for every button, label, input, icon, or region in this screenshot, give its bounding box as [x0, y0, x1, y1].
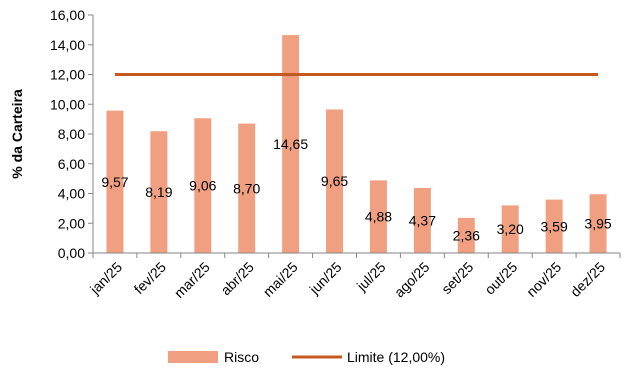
- bar-mai-25: [282, 35, 300, 253]
- y-tick-label: 16,00: [50, 7, 85, 23]
- legend: Risco Limite (12,00%): [168, 349, 445, 365]
- x-tick-label: mai/25: [260, 259, 301, 300]
- x-axis-ticks: jan/25 fev/25 mar/25 abr/25 mai/25 jun/25 jul/…: [86, 253, 621, 301]
- x-tick-label: jul/25: [353, 259, 389, 295]
- bar-mar-25: [194, 118, 212, 253]
- bar-out-25: [501, 205, 519, 253]
- data-label: 4,88: [365, 209, 392, 225]
- data-label: 4,37: [409, 212, 436, 228]
- data-label: 9,06: [189, 178, 216, 194]
- x-tick-label: ago/25: [391, 259, 433, 301]
- y-tick-label: 10,00: [50, 96, 85, 112]
- data-label: 3,59: [541, 218, 568, 234]
- data-labels: 9,57 8,19 9,06 8,70 14,65 9,65 4,88 4,37 2,36 3,2…: [101, 136, 612, 243]
- y-tick-label: 6,00: [58, 156, 85, 172]
- bar-set-25: [457, 217, 475, 253]
- legend-swatch-risco: [168, 351, 218, 363]
- x-tick-label: jan/25: [86, 259, 125, 298]
- y-tick-label: 14,00: [50, 37, 85, 53]
- x-tick-label: nov/25: [523, 259, 564, 300]
- legend-label-limite: Limite (12,00%): [347, 349, 445, 365]
- data-label: 9,65: [321, 173, 348, 189]
- data-label: 3,95: [584, 216, 611, 232]
- x-tick-label: fev/25: [131, 259, 169, 297]
- y-axis-ticks: 0,00 2,00 4,00 6,00 8,00 10,00 12,00 14,00 16,00: [50, 7, 93, 261]
- y-tick-label: 0,00: [58, 245, 85, 261]
- bar-abr-25: [238, 123, 256, 254]
- data-label: 8,19: [145, 184, 172, 200]
- y-tick-label: 8,00: [58, 126, 85, 142]
- bar-jul-25: [369, 180, 387, 253]
- legend-label-risco: Risco: [224, 349, 259, 365]
- bar-dez-25: [589, 194, 607, 253]
- x-tick-label: dez/25: [567, 259, 608, 300]
- bar-ago-25: [413, 187, 431, 253]
- data-label: 9,57: [101, 174, 128, 190]
- bar-jun-25: [326, 109, 344, 253]
- x-tick-label: mar/25: [171, 259, 213, 301]
- x-tick-label: out/25: [481, 259, 520, 298]
- data-label: 3,20: [497, 221, 524, 237]
- x-tick-label: jun/25: [306, 259, 345, 298]
- y-tick-label: 2,00: [58, 215, 85, 231]
- y-tick-label: 4,00: [58, 186, 85, 202]
- bar-jan-25: [106, 110, 124, 254]
- data-label: 14,65: [273, 136, 308, 152]
- y-axis-label: % da Carteira: [9, 89, 25, 179]
- data-label: 2,36: [453, 227, 480, 243]
- y-tick-label: 12,00: [50, 67, 85, 83]
- x-tick-label: set/25: [438, 259, 476, 297]
- data-label: 8,70: [233, 180, 260, 196]
- x-tick-label: abr/25: [217, 259, 257, 299]
- bar-series: [106, 35, 607, 254]
- bar-fev-25: [150, 131, 168, 253]
- bar-nov-25: [545, 199, 563, 253]
